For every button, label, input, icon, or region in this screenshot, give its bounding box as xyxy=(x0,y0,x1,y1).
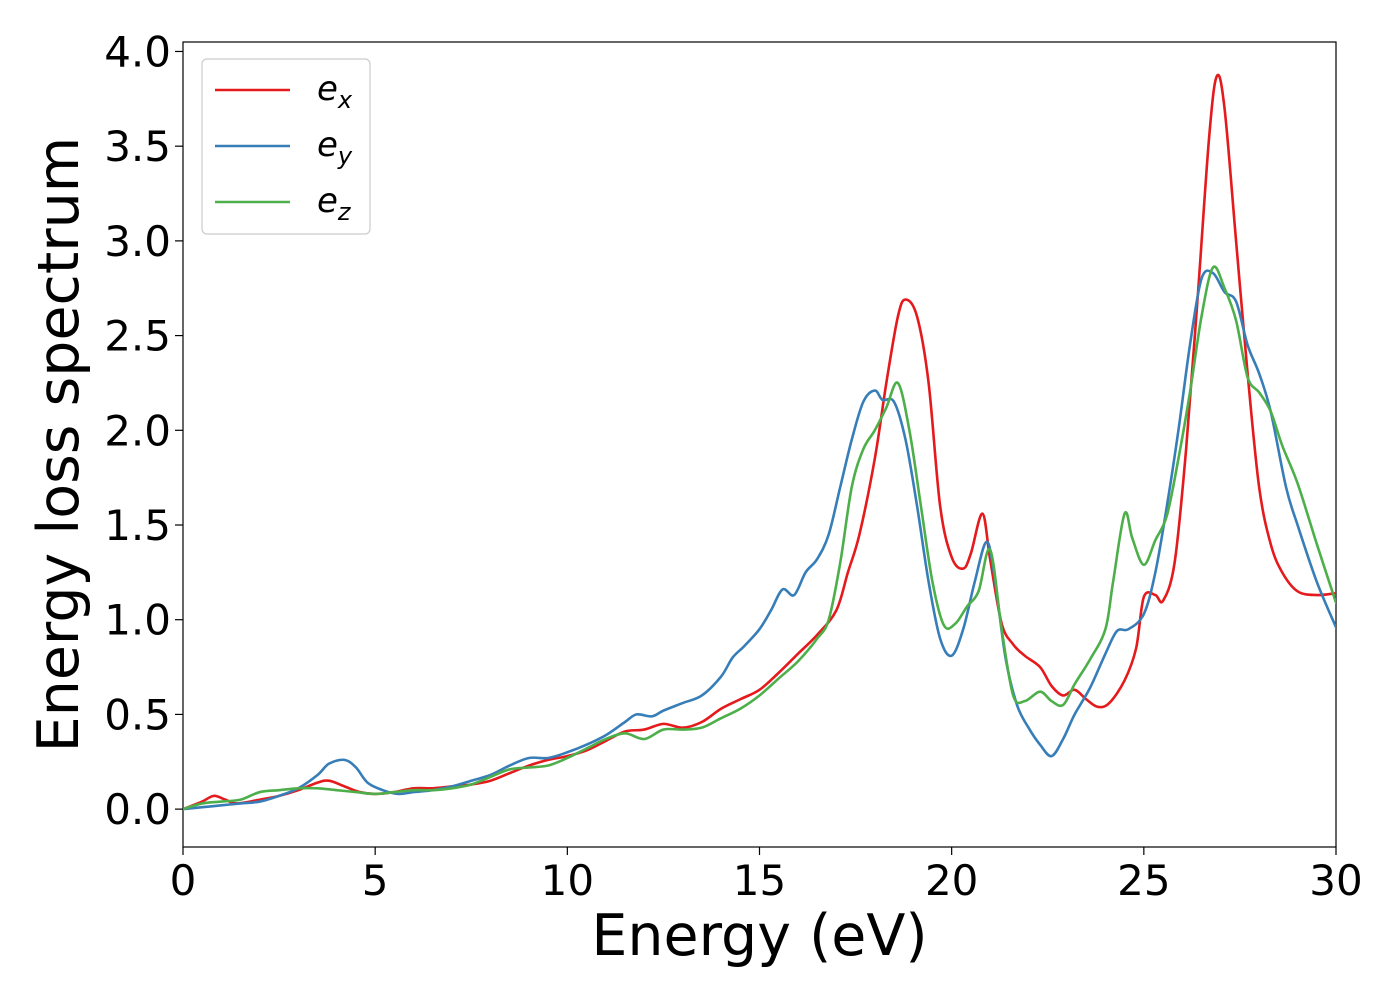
series-line-ex xyxy=(183,73,1336,811)
y-axis-label: Energy loss spectrum xyxy=(26,137,92,753)
y-tick-label: 0.0 xyxy=(104,785,171,834)
x-tick-label: 0 xyxy=(170,856,197,905)
series-line-ez xyxy=(183,265,1336,811)
x-tick-label: 25 xyxy=(1117,856,1170,905)
x-tick-label: 5 xyxy=(362,856,389,905)
x-tick-label: 10 xyxy=(541,856,594,905)
y-tick-label: 2.5 xyxy=(104,312,171,361)
y-tick-label: 4.0 xyxy=(104,27,171,76)
y-tick-label: 1.0 xyxy=(104,596,171,645)
y-axis-ticks: 0.0 0.5 1.0 1.5 2.0 2.5 3.0 3.5 4.0 xyxy=(104,27,183,834)
x-axis-label: Energy (eV) xyxy=(591,903,927,969)
x-axis-ticks: 0 5 10 15 20 25 30 xyxy=(170,847,1363,905)
y-tick-label: 3.0 xyxy=(104,217,171,266)
x-tick-label: 20 xyxy=(925,856,978,905)
y-tick-label: 2.0 xyxy=(104,406,171,455)
legend-label-ex: ex xyxy=(317,69,353,114)
x-tick-label: 15 xyxy=(733,856,786,905)
series-layer xyxy=(183,73,1336,811)
x-tick-label: 30 xyxy=(1309,856,1362,905)
y-tick-label: 0.5 xyxy=(104,690,171,739)
y-tick-label: 1.5 xyxy=(104,501,171,550)
y-tick-label: 3.5 xyxy=(104,122,171,171)
